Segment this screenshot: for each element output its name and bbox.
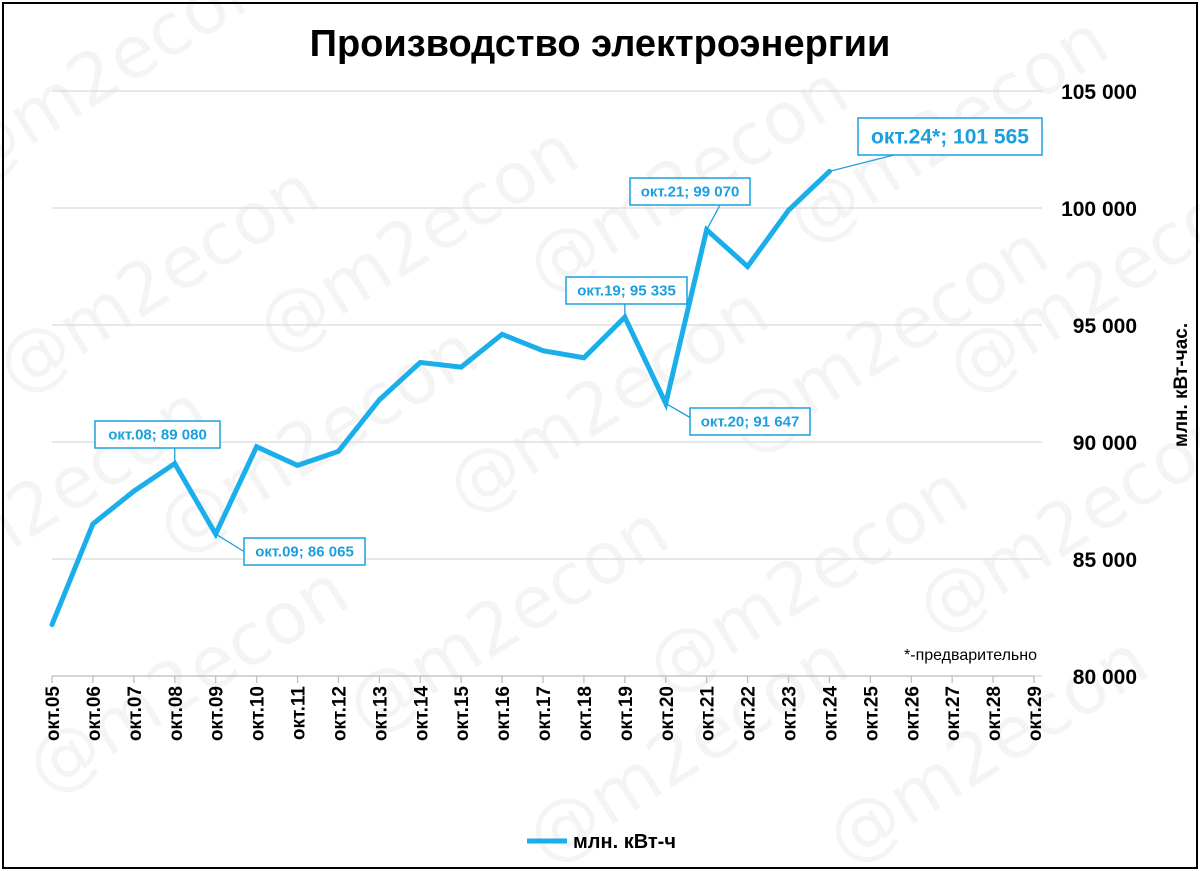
data-label: окт.08; 89 080 [108, 427, 207, 444]
data-label: окт.19; 95 335 [577, 283, 676, 300]
data-label-layer: окт.08; 89 080 окт.09; 86 065 окт.19; 95 3… [94, 117, 1043, 566]
data-label-box [629, 177, 751, 206]
legend-label: млн. кВт-ч [573, 831, 676, 853]
x-tick-label: окт.18 [575, 686, 596, 741]
watermark-text: @m2econ [0, 0, 282, 200]
data-label: окт.21; 99 070 [641, 184, 740, 201]
x-tick-label: окт.13 [370, 686, 391, 741]
x-tick-label: окт.28 [984, 686, 1005, 741]
legend: млн. кВт-ч [527, 831, 676, 853]
y-tick-label: 100 000 [1061, 198, 1137, 221]
x-tick-label: окт.20 [657, 686, 678, 741]
y-axis-ticks: 80 000 85 000 90 000 95 000 100 000 105 000 [1061, 81, 1137, 689]
x-tick-label: окт.24 [820, 686, 841, 742]
x-tick-label: окт.10 [248, 686, 269, 741]
x-tick-label: окт.06 [84, 686, 105, 741]
x-tick-label: окт.23 [780, 686, 801, 741]
x-tick-label: окт.15 [452, 686, 473, 742]
footnote: *-предварительно [904, 647, 1037, 664]
data-label-leader [706, 204, 721, 231]
x-tick-label: окт.22 [739, 686, 760, 741]
x-tick-label: окт.21 [698, 686, 719, 742]
x-tick-label: окт.09 [207, 686, 228, 741]
x-tick-label: окт.26 [902, 686, 923, 741]
data-label: окт.20; 91 647 [701, 414, 800, 431]
x-tick-label: окт.16 [493, 686, 514, 741]
data-label-box [243, 537, 366, 566]
chart-title: Производство электроэнергии [310, 23, 891, 65]
series-layer [49, 168, 832, 628]
x-tick-label: окт.07 [125, 686, 146, 741]
data-label-box [94, 420, 221, 449]
x-tick-label: окт.25 [861, 686, 882, 742]
data-label-box [857, 117, 1043, 156]
data-label-leader [829, 154, 895, 173]
x-axis: окт.05 окт.06 окт.07 окт.08 окт.09 окт.10 окт.… [43, 675, 1046, 742]
y-tick-label: 95 000 [1073, 315, 1137, 338]
y-axis-label: млн. кВт-час. [1171, 323, 1192, 447]
watermark-text: @m2econ [11, 547, 362, 810]
y-tick-label: 85 000 [1073, 549, 1137, 572]
y-tick-label: 105 000 [1061, 81, 1137, 104]
y-tick-label: 90 000 [1073, 432, 1137, 455]
data-label-leader [215, 533, 245, 553]
data-label-leader [665, 402, 691, 419]
x-tick-label: окт.29 [1025, 686, 1046, 741]
y-tick-label: 80 000 [1073, 666, 1137, 689]
data-label: окт.24*; 101 565 [871, 126, 1029, 149]
grid-lines [52, 90, 1042, 677]
x-tick-label: окт.19 [616, 686, 637, 741]
x-tick-label: окт.05 [43, 686, 64, 742]
data-label-box [689, 407, 811, 436]
x-tick-label: окт.14 [411, 686, 432, 742]
x-tick-label: окт.11 [289, 686, 310, 741]
data-label-box [565, 276, 688, 305]
x-tick-label: окт.12 [329, 686, 350, 741]
data-label: окт.09; 86 065 [255, 544, 354, 561]
x-tick-label: окт.17 [534, 686, 555, 741]
series-line [49, 168, 832, 628]
x-tick-label: окт.27 [943, 686, 964, 741]
x-tick-label: окт.08 [166, 686, 187, 741]
